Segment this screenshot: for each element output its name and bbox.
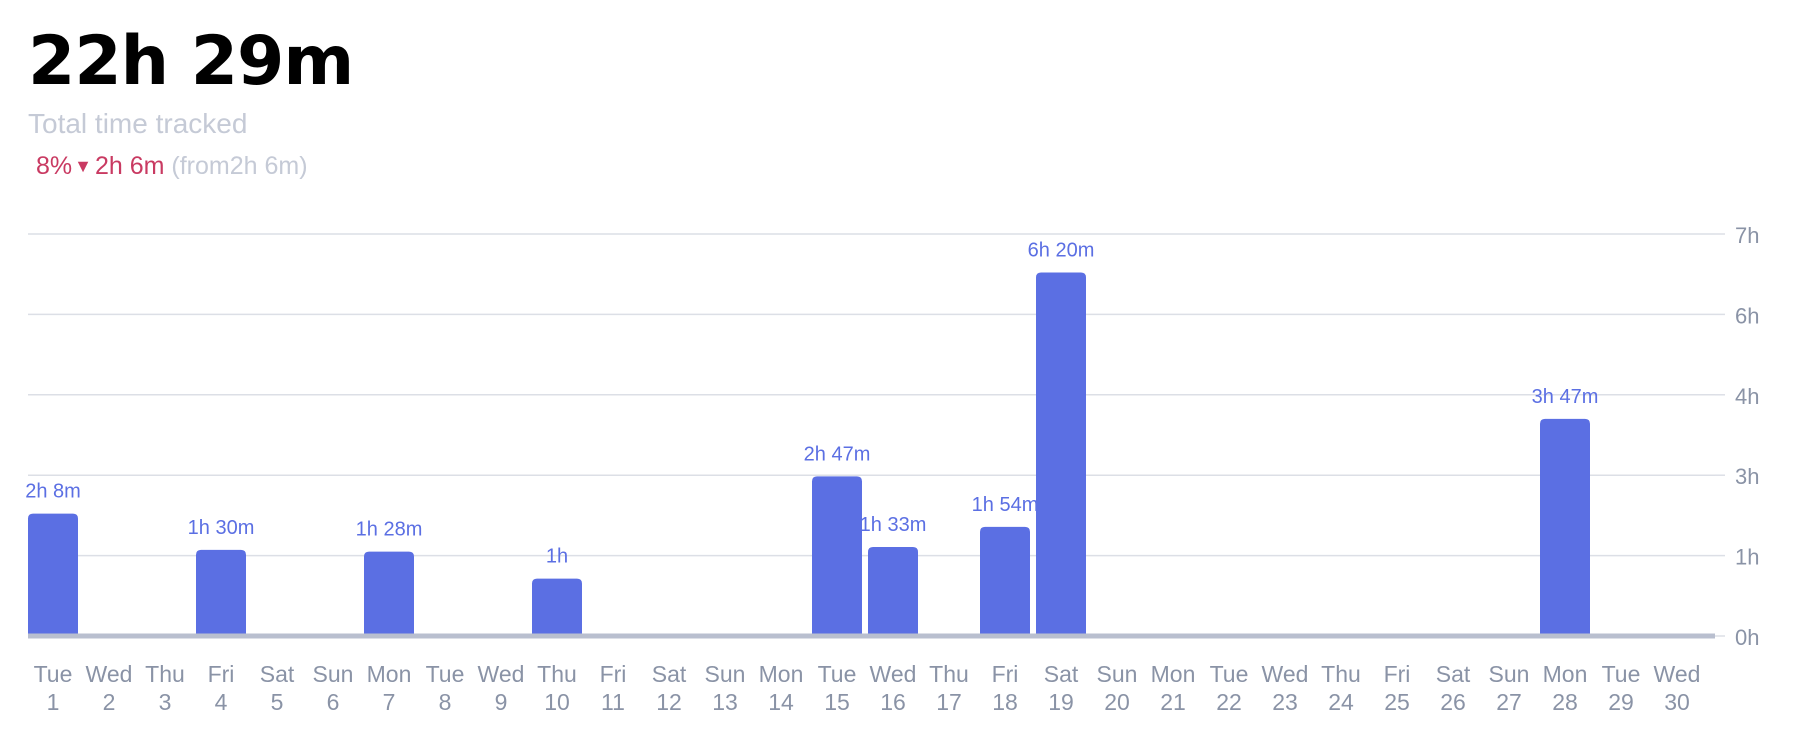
x-tick-weekday: Tue (426, 661, 465, 687)
x-tick-day: 24 (1328, 689, 1354, 715)
x-tick-day: 17 (936, 689, 962, 715)
x-tick-day: 25 (1384, 689, 1410, 715)
y-tick-label: 6h (1735, 303, 1759, 328)
x-tick-day: 1 (47, 689, 60, 715)
x-tick-day: 4 (215, 689, 228, 715)
x-tick-day: 18 (992, 689, 1018, 715)
bar-value-label: 3h 47m (1532, 386, 1599, 408)
bar (196, 549, 246, 636)
bar (868, 546, 918, 636)
x-tick-weekday: Thu (145, 661, 185, 687)
x-tick-weekday: Sun (1489, 661, 1530, 687)
x-tick-weekday: Thu (1321, 661, 1361, 687)
x-tick-day: 20 (1104, 689, 1130, 715)
total-time-label: Total time tracked (28, 108, 248, 139)
x-tick-day: 22 (1216, 689, 1242, 715)
bar-value-label: 1h (546, 546, 568, 568)
x-tick-weekday: Tue (1210, 661, 1249, 687)
x-tick-day: 28 (1552, 689, 1578, 715)
x-tick-weekday: Mon (1543, 661, 1588, 687)
x-tick-weekday: Wed (478, 661, 525, 687)
bar-value-label: 1h 33m (860, 514, 927, 536)
x-tick-day: 11 (601, 689, 625, 715)
total-time-value: 22h 29m (28, 22, 354, 101)
x-tick-weekday: Tue (34, 661, 73, 687)
bar (1036, 272, 1086, 636)
x-tick-weekday: Wed (1262, 661, 1309, 687)
x-tick-weekday: Tue (1602, 661, 1641, 687)
x-tick-weekday: Sun (313, 661, 354, 687)
x-tick-weekday: Wed (1654, 661, 1701, 687)
bar (1540, 418, 1590, 636)
x-tick-day: 26 (1440, 689, 1466, 715)
summary-panel: 22h 29m Total time tracked 8% ▼ 2h 6m (fro… (28, 22, 354, 181)
x-tick-day: 23 (1272, 689, 1298, 715)
x-tick-weekday: Sat (260, 661, 295, 687)
change-percent: 8% (36, 152, 73, 180)
x-tick-weekday: Thu (929, 661, 969, 687)
x-tick-day: 14 (768, 689, 794, 715)
x-tick-weekday: Wed (870, 661, 917, 687)
y-tick-label: 7h (1735, 223, 1759, 248)
bar-value-label: 2h 47m (804, 443, 871, 465)
x-tick-day: 27 (1496, 689, 1522, 715)
x-tick-day: 6 (327, 689, 340, 715)
x-tick-weekday: Sat (1436, 661, 1471, 687)
bar-value-label: 1h 54m (972, 494, 1039, 516)
y-tick-label: 0h (1735, 625, 1759, 650)
bar (980, 526, 1030, 636)
x-tick-weekday: Sat (1044, 661, 1079, 687)
y-tick-label: 4h (1735, 384, 1759, 409)
arrow-down-icon: ▼ (74, 156, 92, 176)
bar (364, 551, 414, 636)
x-tick-weekday: Fri (992, 661, 1019, 687)
x-tick-weekday: Fri (600, 661, 627, 687)
x-tick-weekday: Tue (818, 661, 857, 687)
x-tick-day: 15 (824, 689, 850, 715)
x-tick-weekday: Fri (1384, 661, 1411, 687)
y-tick-label: 3h (1735, 464, 1759, 489)
x-tick-day: 9 (495, 689, 508, 715)
x-tick-weekday: Sat (652, 661, 687, 687)
bar-value-label: 2h 8m (25, 481, 81, 503)
bar (28, 513, 78, 636)
bar (812, 476, 862, 636)
x-tick-day: 12 (656, 689, 682, 715)
x-tick-day: 5 (271, 689, 284, 715)
x-tick-day: 29 (1608, 689, 1634, 715)
bar-value-label: 1h 30m (188, 517, 255, 539)
previous-value: (from2h 6m) (171, 152, 308, 180)
x-tick-day: 2 (103, 689, 116, 715)
change-indicator: 8% ▼ 2h 6m (from2h 6m) (28, 152, 353, 181)
x-tick-day: 16 (880, 689, 906, 715)
y-tick-label: 1h (1735, 545, 1759, 570)
bar-value-label: 1h 28m (356, 519, 423, 541)
x-tick-weekday: Wed (86, 661, 133, 687)
bar (532, 578, 582, 636)
x-tick-day: 8 (439, 689, 452, 715)
x-tick-day: 13 (712, 689, 738, 715)
x-tick-weekday: Mon (367, 661, 412, 687)
change-amount: 2h 6m (94, 152, 165, 180)
x-tick-day: 19 (1048, 689, 1074, 715)
x-tick-weekday: Mon (1151, 661, 1196, 687)
x-tick-day: 3 (159, 689, 172, 715)
x-tick-weekday: Sun (705, 661, 746, 687)
x-tick-day: 10 (544, 689, 570, 715)
x-tick-weekday: Sun (1097, 661, 1138, 687)
x-tick-day: 21 (1160, 689, 1186, 715)
bar-value-label: 6h 20m (1028, 239, 1095, 261)
x-tick-weekday: Mon (759, 661, 804, 687)
x-tick-day: 7 (383, 689, 396, 715)
x-tick-weekday: Fri (208, 661, 235, 687)
x-tick-day: 30 (1664, 689, 1690, 715)
x-tick-weekday: Thu (537, 661, 577, 687)
